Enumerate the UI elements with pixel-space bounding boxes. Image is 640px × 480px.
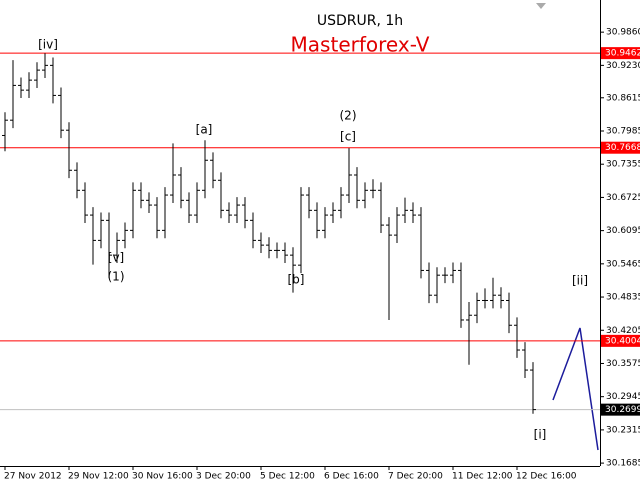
y-tick-label: 30.9230 bbox=[606, 61, 640, 71]
y-tick-label: 30.4205 bbox=[606, 326, 640, 336]
wave-label: [i] bbox=[534, 428, 547, 442]
chart-subtitle: Masterforex-V bbox=[291, 33, 430, 57]
level-label: 30.7668 bbox=[605, 143, 640, 153]
level-label-box bbox=[601, 141, 640, 154]
level-label: 30.4004 bbox=[605, 336, 640, 346]
wave-label: (2) bbox=[340, 109, 357, 123]
current-price-box bbox=[601, 403, 640, 416]
y-tick-label: 30.4835 bbox=[606, 293, 640, 303]
wave-label: [b] bbox=[288, 273, 305, 287]
y-tick-label: 30.3575 bbox=[606, 359, 640, 369]
x-tick-label: 3 Dec 20:00 bbox=[196, 472, 251, 480]
scroll-marker bbox=[536, 3, 546, 9]
y-tick-label: 30.9860 bbox=[606, 28, 640, 38]
y-tick-label: 30.8615 bbox=[606, 93, 640, 103]
level-label-box bbox=[601, 334, 640, 347]
y-tick-label: 30.1685 bbox=[606, 459, 640, 469]
wave-label: [a] bbox=[196, 123, 213, 137]
wave-label: [iv] bbox=[38, 38, 58, 52]
wave-label: [v] bbox=[108, 251, 124, 265]
current-price-label: 30.2699 bbox=[605, 405, 640, 415]
level-label: 30.9462 bbox=[605, 49, 640, 59]
x-tick-label: 6 Dec 16:00 bbox=[324, 472, 379, 480]
y-tick-label: 30.7985 bbox=[606, 126, 640, 136]
y-tick-label: 30.6095 bbox=[606, 226, 640, 236]
x-tick-label: 27 Nov 2012 bbox=[4, 472, 62, 480]
x-tick-label: 12 Dec 16:00 bbox=[516, 472, 577, 480]
y-tick-label: 30.7355 bbox=[606, 160, 640, 170]
wave-label: (1) bbox=[108, 270, 125, 284]
wave-label: [ii] bbox=[572, 274, 588, 288]
level-label-box bbox=[601, 47, 640, 60]
y-tick-label: 30.2945 bbox=[606, 392, 640, 402]
x-tick-label: 11 Dec 12:00 bbox=[452, 472, 513, 480]
wave-label: [c] bbox=[340, 130, 356, 144]
y-tick-label: 30.2315 bbox=[606, 425, 640, 435]
y-tick-label: 30.5465 bbox=[606, 259, 640, 269]
x-tick-label: 7 Dec 20:00 bbox=[388, 472, 443, 480]
x-tick-label: 5 Dec 12:00 bbox=[260, 472, 315, 480]
x-tick-label: 29 Nov 12:00 bbox=[68, 472, 129, 480]
chart-title: USDRUR, 1h bbox=[317, 13, 403, 29]
x-tick-label: 30 Nov 16:00 bbox=[132, 472, 193, 480]
y-tick-label: 30.6725 bbox=[606, 193, 640, 203]
